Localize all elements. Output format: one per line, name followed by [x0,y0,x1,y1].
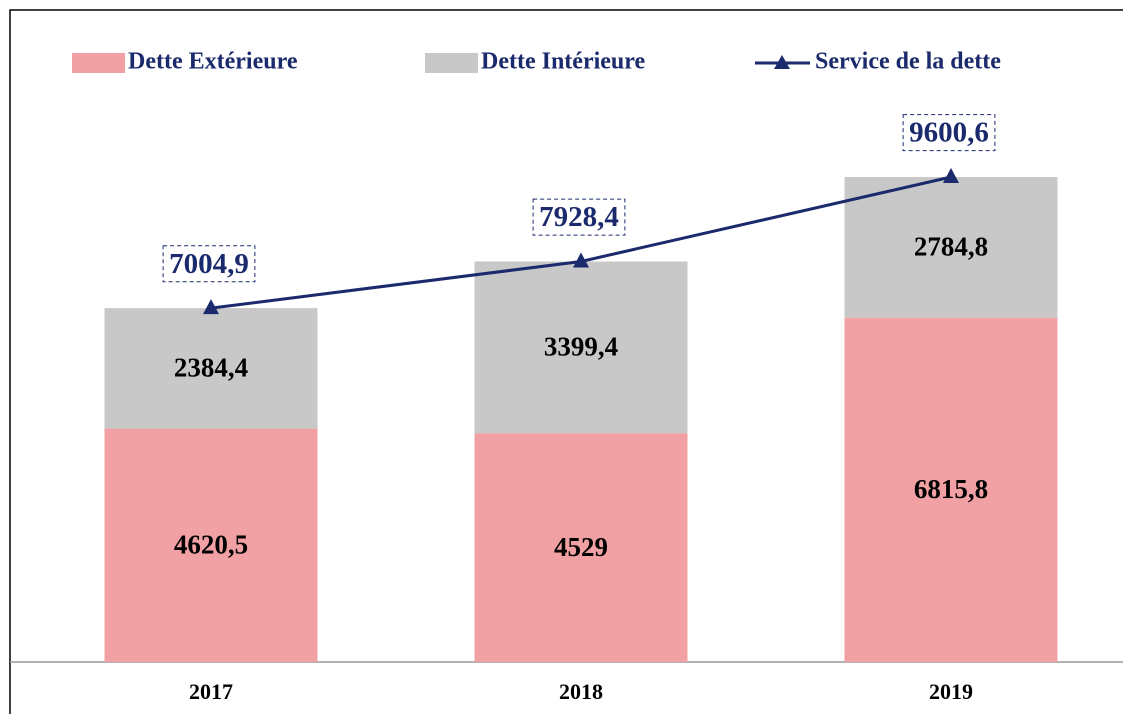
x-tick-label: 2017 [189,679,233,704]
line-marker [573,252,589,268]
line-marker [203,299,219,315]
legend-swatch [72,53,125,73]
x-tick-label: 2019 [929,679,973,704]
data-label: 7928,4 [539,201,619,233]
x-tick-label: 2018 [559,679,603,704]
bar-segment [104,308,318,429]
bar-segment [474,433,688,662]
bar-segment [474,261,688,434]
data-label: 2384,4 [174,353,248,383]
data-label-box [162,245,256,283]
legend-label: Service de la dette [815,49,1001,75]
legend-label: Dette Extérieure [128,49,298,75]
bar-segment [104,428,318,662]
data-label: 4529 [554,532,608,562]
data-label: 6815,8 [914,474,988,504]
bar-segment [844,177,1058,318]
data-label: 9600,6 [909,117,989,149]
bar-segment [844,317,1058,662]
data-label: 2784,8 [914,232,988,262]
legend-label: Dette Intérieure [481,49,645,75]
data-label: 4620,5 [174,529,248,559]
data-label: 7004,9 [169,248,249,280]
data-label-box [532,198,626,236]
chart-border [9,9,1123,714]
data-label: 3399,4 [544,332,618,362]
line-marker [943,168,959,183]
data-label-box [902,114,996,152]
legend-marker [774,55,790,69]
legend-swatch [425,53,478,73]
